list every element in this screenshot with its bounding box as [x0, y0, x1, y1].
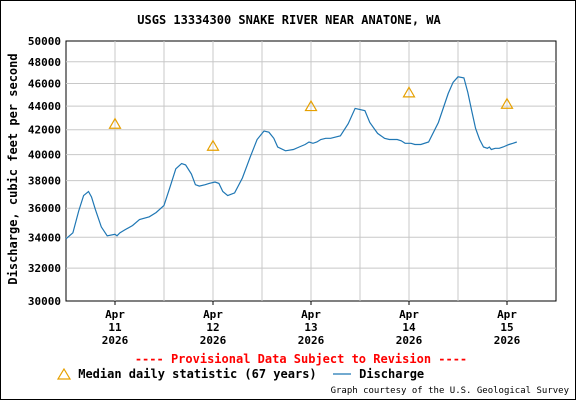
legend: Median daily statistic (67 years) Discha…: [56, 366, 424, 381]
y-tick-label: 32000: [28, 262, 61, 275]
legend-median-item: Median daily statistic (67 years): [56, 366, 317, 381]
triangle-icon: [56, 367, 72, 380]
discharge-line: [65, 76, 517, 240]
x-tick-label: 15: [500, 321, 513, 334]
graph-credit: Graph courtesy of the U.S. Geological Su…: [330, 386, 569, 396]
y-tick-label: 30000: [28, 295, 61, 308]
y-tick-label: 34000: [28, 231, 61, 244]
y-tick-label: 46000: [28, 77, 61, 90]
legend-discharge-item: Discharge: [332, 367, 424, 381]
y-tick-label: 38000: [28, 175, 61, 188]
provisional-notice: ---- Provisional Data Subject to Revisio…: [134, 352, 468, 366]
median-marker: [206, 139, 220, 151]
x-tick-label: 2026: [200, 334, 227, 347]
x-tick-label: 11: [108, 321, 122, 334]
x-tick-label: 2026: [298, 334, 325, 347]
y-axis-label: Discharge, cubic feet per second: [6, 53, 20, 284]
x-tick-label: Apr: [203, 308, 223, 321]
x-tick-label: 12: [206, 321, 219, 334]
x-tick-label: 2026: [494, 334, 521, 347]
median-marker: [304, 99, 318, 112]
median-marker: [108, 117, 122, 129]
x-tick-label: Apr: [301, 308, 321, 321]
y-tick-label: 48000: [28, 56, 61, 69]
x-tick-label: Apr: [105, 308, 125, 321]
legend-median-label: Median daily statistic (67 years): [78, 366, 317, 381]
y-tick-label: 44000: [28, 100, 61, 113]
median-marker: [500, 97, 514, 109]
x-tick-label: 2026: [102, 334, 129, 347]
legend-discharge-label: Discharge: [359, 366, 425, 381]
y-tick-label: 40000: [28, 149, 61, 162]
y-tick-label: 36000: [28, 202, 61, 215]
x-tick-label: 14: [402, 321, 416, 334]
x-tick-label: Apr: [497, 308, 517, 321]
median-marker: [402, 86, 416, 98]
line-swatch-icon: [332, 373, 351, 375]
x-tick-label: Apr: [399, 308, 419, 321]
chart-title: USGS 13334300 SNAKE RIVER NEAR ANATONE, …: [137, 13, 441, 27]
x-tick-label: 13: [304, 321, 317, 334]
y-tick-label: 50000: [28, 35, 61, 48]
y-tick-label: 42000: [28, 124, 61, 137]
x-tick-label: 2026: [396, 334, 423, 347]
